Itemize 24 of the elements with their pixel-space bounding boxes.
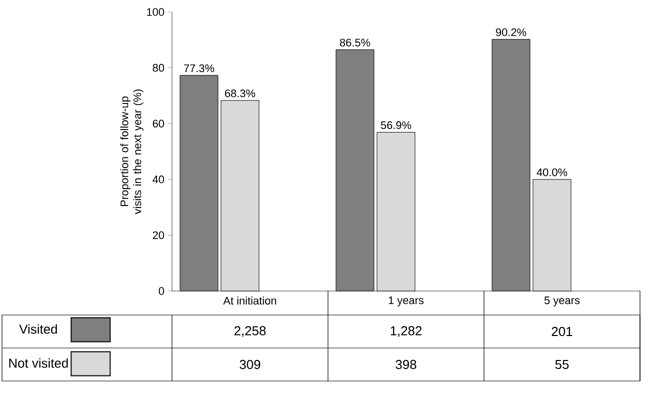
y-tick-label: 40 [152, 176, 164, 184]
legend-label: Visited [19, 324, 57, 334]
x-tick-label: 5 years [544, 296, 580, 306]
y-tick-label: 20 [152, 231, 164, 240]
y-axis-title: Proportion of follow-up visits in the next year (%) [120, 89, 144, 214]
y-tick-label: 80 [152, 64, 164, 72]
x-tick-label: 1 years [388, 296, 424, 306]
legend-label: Not visited [9, 358, 68, 368]
data-label: 40.0% [536, 168, 568, 176]
text: 201 [552, 326, 572, 336]
data-label: 86.5% [340, 38, 370, 46]
y-tick-label: 60 [152, 120, 164, 128]
data-label: 77.3% [184, 64, 214, 72]
text: 2,258 [234, 326, 266, 337]
x-tick-label: At initiation [223, 296, 276, 305]
text: 55 [555, 360, 569, 370]
y-tick-label: 0 [158, 287, 164, 295]
text: 398 [396, 360, 416, 370]
data-label: 90.2% [496, 28, 526, 36]
data-label: 68.3% [225, 89, 256, 98]
text: 1,282 [390, 326, 422, 337]
data-label: 56.9% [380, 121, 412, 130]
text: 309 [240, 360, 260, 370]
y-tick-label: 100 [147, 8, 164, 16]
